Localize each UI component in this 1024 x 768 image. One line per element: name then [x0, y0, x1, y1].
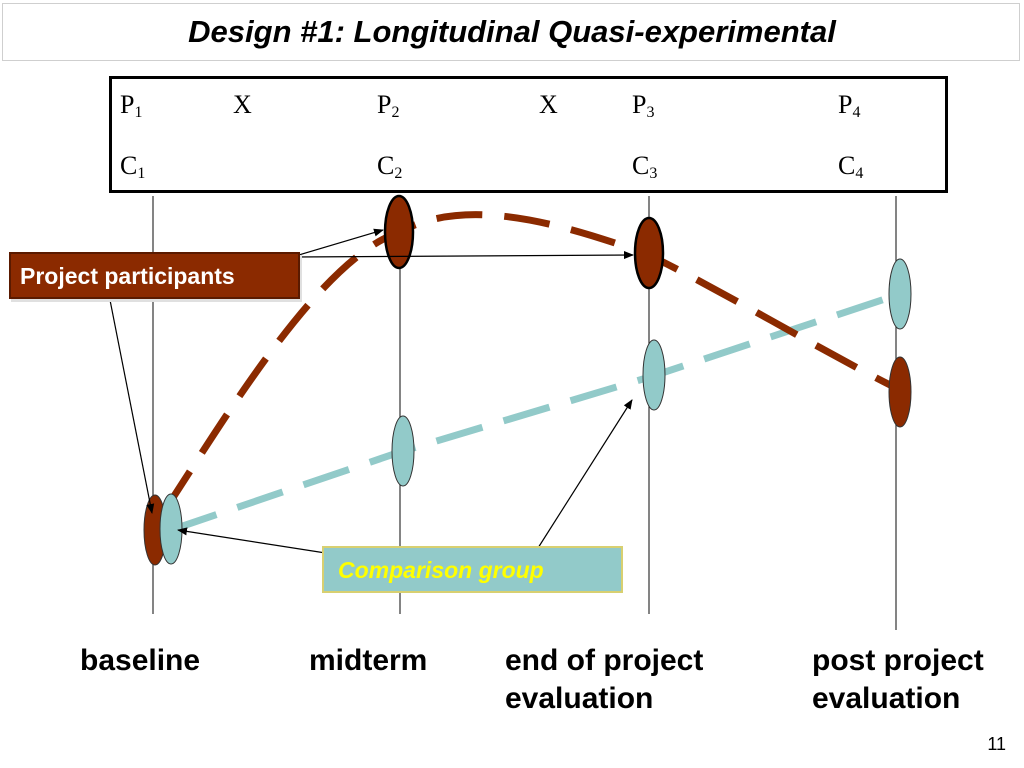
- notation-c2: C2: [377, 151, 403, 182]
- comparison-callout: Comparison group: [322, 546, 623, 593]
- stage-label-post-project: post project evaluation: [812, 644, 984, 715]
- notation-p1: P1: [120, 90, 143, 121]
- participants-marker-post: [888, 356, 912, 428]
- notation-x2: X: [539, 90, 558, 119]
- notation-x1: X: [233, 90, 252, 119]
- participants-marker-midterm: [383, 194, 415, 270]
- notation-c1: C1: [120, 151, 146, 182]
- notation-p3: P3: [632, 90, 655, 121]
- comparison-marker-midterm: [391, 415, 415, 487]
- notation-p2: P2: [377, 90, 400, 121]
- participants-arrow-midterm: [291, 228, 384, 258]
- comparison-arrow-baseline: [177, 527, 333, 555]
- comparison-trend-line: [169, 290, 902, 534]
- stage-label-midterm: midterm: [309, 644, 428, 677]
- notation-c3: C3: [632, 151, 658, 182]
- slide-title: Design #1: Longitudinal Quasi-experiment…: [188, 14, 836, 49]
- participants-arrow-baseline: [109, 299, 155, 514]
- comparison-marker-post: [888, 258, 912, 330]
- slide-number: 11: [987, 734, 1006, 754]
- participants-marker-end: [633, 216, 665, 290]
- stage-label-baseline: baseline: [80, 644, 201, 677]
- participants-callout: Project participants: [9, 252, 300, 299]
- notation-p4: P4: [838, 90, 861, 121]
- design-notation-box: [109, 76, 948, 193]
- comparison-arrow-end: [537, 399, 633, 549]
- stage-label-end-of-project: end of project evaluation: [505, 644, 704, 715]
- title-box: [2, 3, 1020, 61]
- participants-trend-line: [162, 211, 902, 512]
- participants-arrow-end: [292, 251, 634, 260]
- comparison-marker-baseline: [159, 493, 183, 565]
- notation-c4: C4: [838, 151, 864, 182]
- comparison-marker-end: [642, 339, 666, 411]
